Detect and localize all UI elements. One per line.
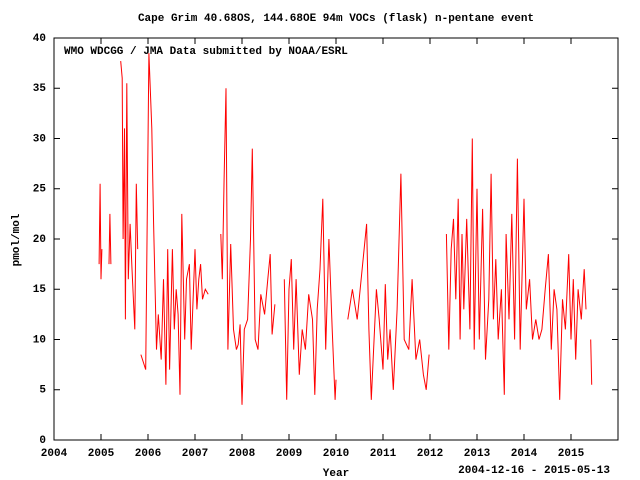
x-tick-label: 2011 <box>370 448 397 460</box>
y-tick-label: 20 <box>33 234 46 246</box>
y-axis-label: pmol/mol <box>11 213 23 266</box>
x-tick-label: 2008 <box>229 448 256 460</box>
y-tick-label: 30 <box>33 133 46 145</box>
y-tick-label: 15 <box>33 284 47 296</box>
x-tick-label: 2014 <box>511 448 538 460</box>
y-tick-label: 10 <box>33 334 46 346</box>
x-tick-label: 2007 <box>182 448 208 460</box>
y-tick-label: 0 <box>39 435 46 447</box>
chart-title: Cape Grim 40.68OS, 144.68OE 94m VOCs (fl… <box>138 13 534 25</box>
y-tick-label: 5 <box>39 385 46 397</box>
x-tick-label: 2009 <box>276 448 302 460</box>
x-tick-label: 2006 <box>135 448 161 460</box>
x-axis-label: Year <box>323 468 349 480</box>
x-tick-label: 2005 <box>88 448 115 460</box>
x-tick-label: 2012 <box>417 448 443 460</box>
y-tick-label: 35 <box>33 83 47 95</box>
x-tick-label: 2013 <box>464 448 491 460</box>
y-tick-label: 40 <box>33 33 46 45</box>
x-tick-label: 2004 <box>41 448 68 460</box>
x-tick-label: 2010 <box>323 448 349 460</box>
date-range: 2004-12-16 - 2015-05-13 <box>458 465 610 477</box>
y-tick-label: 25 <box>33 184 47 196</box>
x-tick-label: 2015 <box>558 448 585 460</box>
data-line <box>98 53 593 405</box>
annotation: WMO WDCGG / JMA Data submitted by NOAA/E… <box>64 46 348 58</box>
